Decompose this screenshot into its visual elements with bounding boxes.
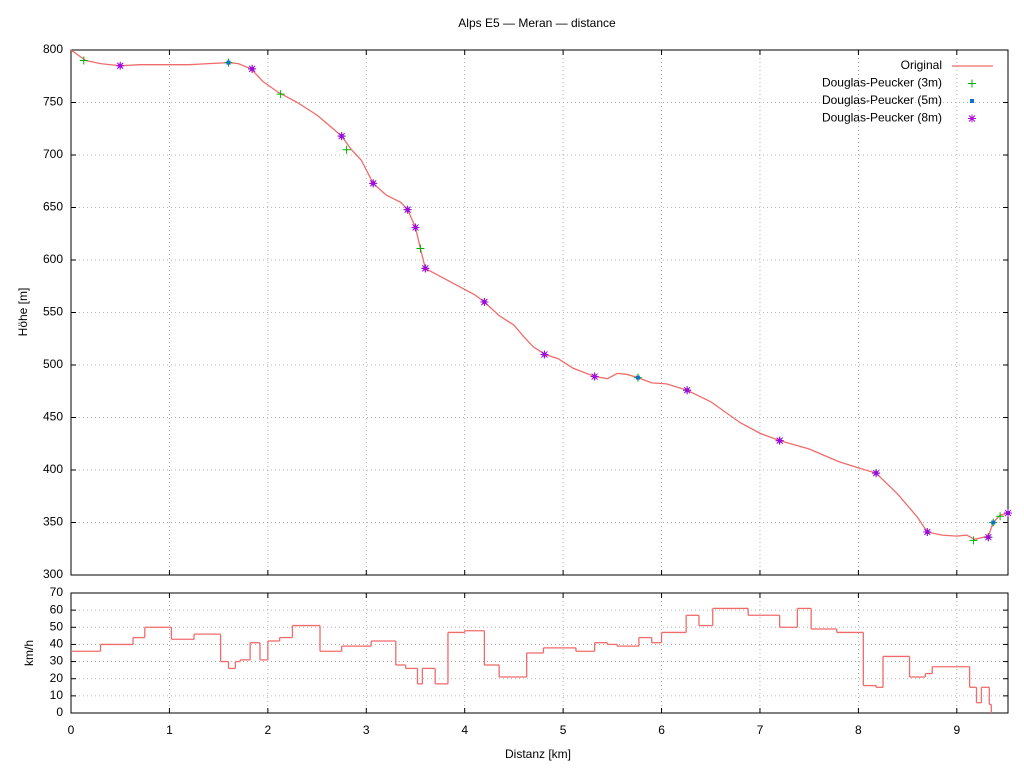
plot-frame: [70, 49, 1009, 576]
x-tick-label: 9: [953, 723, 960, 737]
data-point: [984, 533, 993, 542]
data-point: [635, 375, 640, 380]
x-tick-label: 4: [461, 723, 468, 737]
data-point: [775, 436, 784, 445]
legend-label: Douglas-Peucker (3m): [822, 76, 942, 90]
y-tick-label: 650: [43, 200, 63, 214]
x-tick-label: 2: [265, 723, 272, 737]
y-tick-label: 30: [50, 654, 64, 668]
y-tick-label: 800: [43, 42, 63, 56]
y-tick-label: 450: [43, 410, 63, 424]
legend-label: Douglas-Peucker (8m): [822, 111, 942, 125]
y-tick-label: 50: [50, 619, 64, 633]
y-tick-label: 40: [50, 637, 64, 651]
y-tick-label: 750: [43, 95, 63, 109]
data-point: [403, 205, 412, 214]
data-point: [540, 350, 549, 359]
x-tick-label: 1: [166, 723, 173, 737]
data-point: [116, 61, 125, 70]
legend-label: Original: [901, 58, 942, 72]
data-point: [342, 145, 351, 154]
y-tick-label: 500: [43, 357, 63, 371]
y-tick-label: 600: [43, 252, 63, 266]
data-point: [480, 298, 489, 306]
legend-swatch: [970, 99, 974, 103]
y-tick-label: 10: [50, 688, 64, 702]
legend-swatch: [968, 79, 976, 88]
x-tick-label: 6: [658, 723, 665, 737]
chart-title: Alps E5 — Meran — distance: [458, 16, 616, 30]
data-point: [369, 179, 378, 188]
legend-label: Douglas-Peucker (5m): [822, 93, 942, 107]
data-line: [70, 49, 1009, 540]
y-tick-label: 70: [50, 585, 64, 599]
y-tick-label: 0: [56, 705, 63, 719]
y-tick-label: 700: [43, 147, 63, 161]
data-point: [683, 386, 692, 395]
data-point: [79, 56, 88, 65]
data-point: [226, 60, 231, 65]
plot-frame: [70, 592, 1009, 714]
x-tick-label: 8: [855, 723, 862, 737]
data-point: [923, 527, 932, 536]
x-tick-label: 3: [363, 723, 370, 737]
y-tick-label: 20: [50, 671, 64, 685]
data-point: [590, 372, 599, 381]
legend-swatch: [968, 114, 976, 123]
data-point: [421, 264, 430, 273]
x-axis-label: Distanz [km]: [505, 747, 571, 761]
data-point: [969, 536, 978, 545]
y-axis-label: Höhe [m]: [16, 288, 30, 337]
y-axis-label: km/h: [22, 640, 36, 666]
data-point: [1004, 509, 1012, 518]
data-point: [276, 90, 285, 99]
x-tick-label: 7: [757, 723, 764, 737]
data-point: [337, 132, 346, 141]
x-tick-label: 0: [68, 723, 75, 737]
x-tick-label: 5: [560, 723, 567, 737]
y-tick-label: 550: [43, 305, 63, 319]
data-point: [996, 512, 1005, 521]
y-tick-label: 60: [50, 602, 64, 616]
data-point: [872, 469, 881, 478]
y-tick-label: 400: [43, 462, 63, 476]
data-point: [411, 223, 420, 232]
data-point: [991, 520, 996, 525]
y-tick-label: 300: [43, 567, 63, 581]
data-point: [248, 64, 257, 73]
y-tick-label: 350: [43, 515, 63, 529]
data-point: [416, 244, 425, 253]
